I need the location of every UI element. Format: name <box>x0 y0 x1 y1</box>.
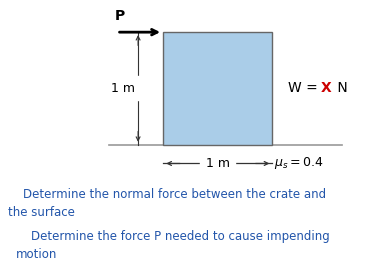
Text: X: X <box>321 81 332 95</box>
Text: 1 m: 1 m <box>110 82 135 95</box>
Text: $\mu_s = 0.4$: $\mu_s = 0.4$ <box>274 155 324 172</box>
Text: Determine the force P needed to cause impending
motion: Determine the force P needed to cause im… <box>16 230 329 262</box>
Text: P: P <box>115 9 125 23</box>
Bar <box>163 32 272 145</box>
Text: Determine the normal force between the crate and
the surface: Determine the normal force between the c… <box>8 188 326 219</box>
Text: N: N <box>333 81 347 95</box>
Text: 1 m: 1 m <box>206 157 230 170</box>
Text: W =: W = <box>288 81 322 95</box>
